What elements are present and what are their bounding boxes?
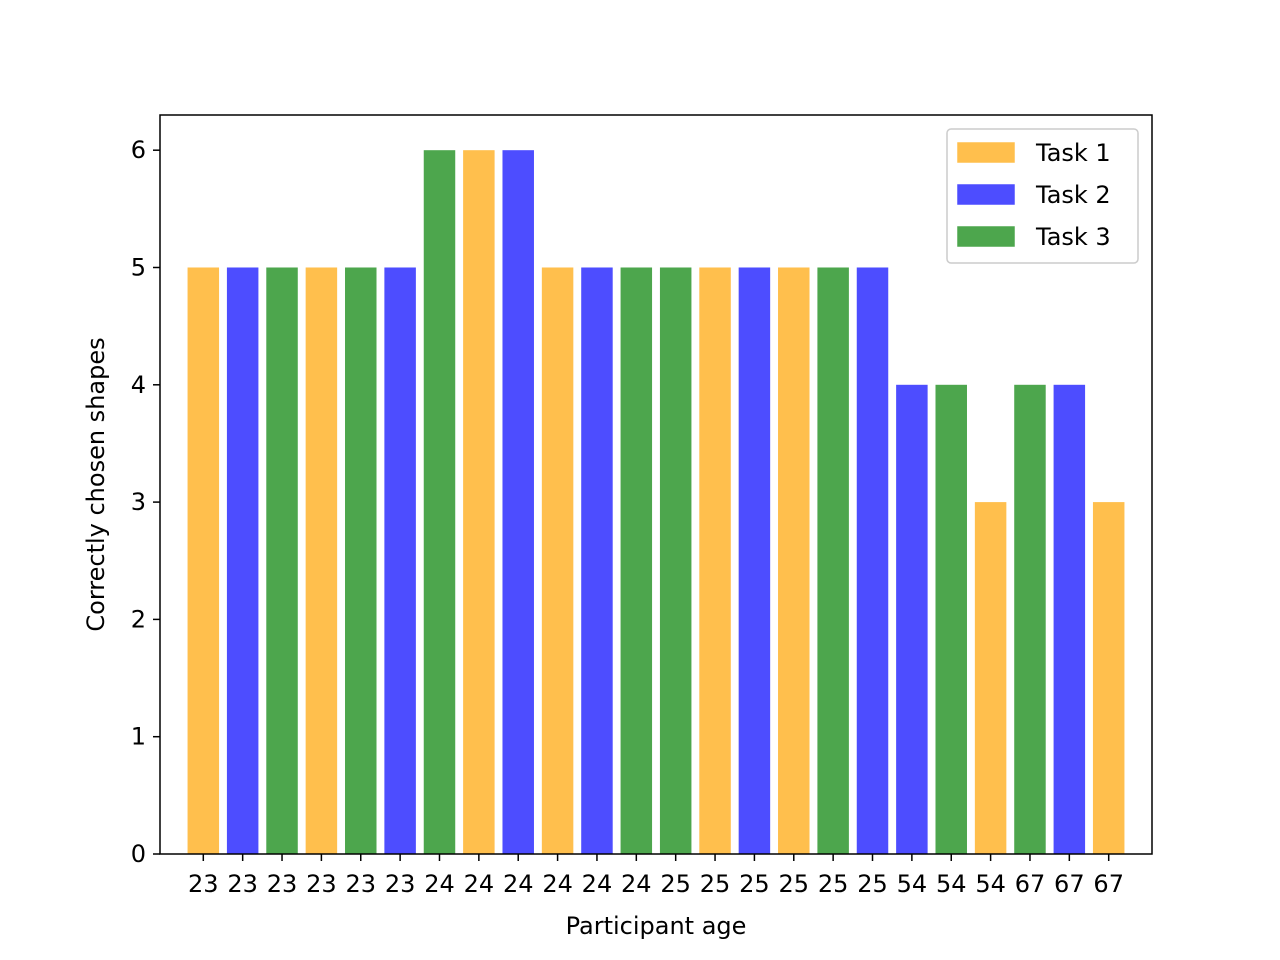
x-tick-label: 24	[464, 870, 495, 898]
x-tick-label: 24	[542, 870, 573, 898]
bar-6	[384, 267, 416, 854]
bar-19	[896, 384, 928, 854]
x-tick-label: 24	[621, 870, 652, 898]
x-tick-label: 24	[582, 870, 613, 898]
bar-1	[187, 267, 220, 854]
y-tick-label: 0	[131, 840, 146, 868]
bar-23	[1053, 384, 1086, 854]
y-tick-label: 2	[131, 605, 146, 633]
x-tick-label: 25	[818, 870, 849, 898]
bar-4	[305, 267, 338, 854]
x-tick-label: 67	[1093, 870, 1124, 898]
x-tick-label: 54	[897, 870, 928, 898]
y-tick-label: 1	[131, 723, 146, 751]
legend-swatch-1	[957, 142, 1015, 163]
bar-20	[935, 384, 967, 854]
bar-21	[974, 502, 1007, 854]
legend: Task 1 Task 2 Task 3	[946, 128, 1139, 264]
y-axis: 0 1 2 3 4 5 6	[131, 136, 160, 868]
bar-8	[463, 150, 495, 854]
x-tick-label: 54	[975, 870, 1006, 898]
x-tick-label: 24	[424, 870, 455, 898]
x-axis: 23 23 23 23 23 23 24 24 24 24 24 24 25 25 25 25 25 25 54 54…	[188, 854, 1124, 898]
bar-24	[1092, 502, 1125, 854]
bar-18	[856, 267, 889, 854]
y-tick-label: 6	[131, 136, 146, 164]
x-tick-label: 23	[227, 870, 258, 898]
bar-10	[541, 267, 574, 854]
bar-14	[699, 267, 731, 854]
y-tick-label: 5	[131, 253, 146, 281]
x-tick-label: 54	[936, 870, 967, 898]
legend-label-2: Task 2	[1035, 181, 1111, 209]
bar-11	[581, 267, 613, 854]
bar-17	[817, 267, 849, 854]
legend-swatch-2	[957, 184, 1015, 205]
x-tick-label: 67	[1015, 870, 1046, 898]
y-tick-label: 3	[131, 488, 146, 516]
bar-22	[1014, 384, 1046, 854]
x-tick-label: 25	[857, 870, 888, 898]
bar-15	[738, 267, 771, 854]
x-tick-label: 25	[700, 870, 731, 898]
legend-label-3: Task 3	[1035, 223, 1111, 251]
x-tick-label: 23	[345, 870, 376, 898]
bar-5	[345, 267, 377, 854]
y-tick-label: 4	[131, 371, 146, 399]
x-axis-label: Participant age	[566, 912, 747, 940]
x-tick-label: 25	[660, 870, 691, 898]
x-tick-label: 23	[385, 870, 416, 898]
bar-13	[659, 267, 692, 854]
bar-3	[266, 267, 298, 854]
legend-label-1: Task 1	[1035, 139, 1111, 167]
plot-frame	[159, 114, 1153, 855]
bar-12	[620, 267, 653, 854]
bar-9	[502, 150, 534, 854]
x-tick-label: 67	[1054, 870, 1085, 898]
legend-swatch-3	[957, 226, 1015, 247]
x-tick-label: 24	[503, 870, 534, 898]
x-tick-label: 23	[306, 870, 337, 898]
bar-2	[226, 267, 259, 854]
y-axis-label: Correctly chosen shapes	[82, 337, 110, 631]
bar-7	[423, 150, 456, 854]
x-tick-label: 23	[267, 870, 298, 898]
bar-16	[778, 267, 810, 854]
x-tick-label: 25	[739, 870, 770, 898]
x-tick-label: 25	[779, 870, 810, 898]
bars-group	[187, 150, 1125, 854]
x-tick-label: 23	[188, 870, 219, 898]
